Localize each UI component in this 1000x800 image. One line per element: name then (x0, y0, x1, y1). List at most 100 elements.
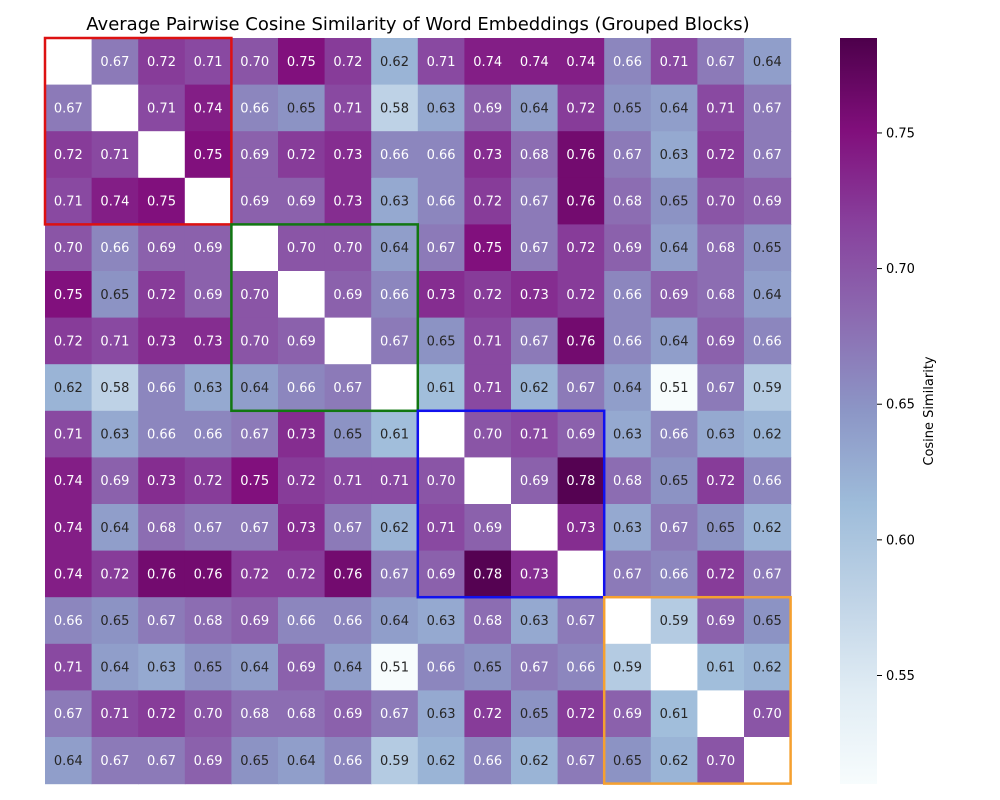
heatmap-cell (371, 271, 419, 319)
cell-value-label: 0.67 (333, 381, 362, 396)
heatmap-cell (511, 737, 559, 785)
cell-value-label: 0.72 (473, 195, 502, 210)
cell-value-label: 0.62 (520, 754, 549, 769)
heatmap-cell (91, 643, 139, 691)
heatmap-cell-empty (744, 737, 792, 785)
heatmap-cell (278, 737, 326, 785)
cell-value-label: 0.72 (194, 474, 223, 489)
cell-value-label: 0.58 (100, 381, 129, 396)
block-outline (43, 36, 233, 226)
heatmap-cell (511, 364, 559, 412)
heatmap-cell (744, 690, 792, 738)
heatmap-cell (511, 317, 559, 365)
heatmap-cell (138, 737, 186, 785)
cell-value-label: 0.62 (54, 381, 83, 396)
heatmap-cell (697, 224, 745, 272)
cell-value-label: 0.69 (520, 474, 549, 489)
colorbar-tick-label: 0.55 (886, 669, 915, 684)
heatmap-cell (278, 177, 326, 225)
heatmap-cell (417, 224, 465, 272)
cell-value-label: 0.64 (660, 101, 689, 116)
cell-value-label: 0.65 (520, 707, 549, 722)
cell-value-label: 0.64 (54, 754, 83, 769)
cell-value-label: 0.72 (147, 288, 176, 303)
cell-value-label: 0.72 (54, 334, 83, 349)
cell-value-label: 0.71 (473, 334, 502, 349)
cell-value-label: 0.75 (194, 148, 223, 163)
cell-value-label: 0.66 (100, 241, 129, 256)
heatmap-cell (278, 550, 326, 598)
heatmap-cell (45, 177, 93, 225)
heatmap-cell (324, 177, 372, 225)
heatmap-cell-empty (604, 597, 652, 645)
heatmap-cell (138, 317, 186, 365)
cell-value-label: 0.76 (333, 567, 362, 582)
cell-value-label: 0.76 (147, 567, 176, 582)
heatmap-cell (371, 597, 419, 645)
cell-value-label: 0.67 (520, 195, 549, 210)
heatmap-cell (604, 177, 652, 225)
cell-value-label: 0.72 (287, 567, 316, 582)
heatmap-cell (45, 504, 93, 552)
cell-value-label: 0.71 (54, 661, 83, 676)
cell-value-label: 0.73 (427, 288, 456, 303)
cell-value-label: 0.61 (380, 428, 409, 443)
cell-value-label: 0.66 (613, 288, 642, 303)
heatmap-cell (417, 271, 465, 319)
cell-value-label: 0.69 (333, 707, 362, 722)
cell-value-label: 0.62 (427, 754, 456, 769)
cell-value-label: 0.64 (100, 661, 129, 676)
cell-value-label: 0.64 (660, 334, 689, 349)
cell-value-label: 0.64 (380, 614, 409, 629)
cell-value-label: 0.76 (194, 567, 223, 582)
cell-value-label: 0.71 (427, 55, 456, 70)
cell-value-label: 0.72 (473, 707, 502, 722)
block-outline (602, 595, 792, 785)
heatmap-cell-empty (464, 457, 512, 505)
cell-value-label: 0.70 (240, 55, 269, 70)
cell-value-label: 0.72 (706, 474, 735, 489)
cell-value-label: 0.70 (706, 754, 735, 769)
colorbar-tick-label: 0.65 (886, 398, 915, 413)
cell-value-label: 0.66 (333, 754, 362, 769)
heatmap-cell (464, 224, 512, 272)
cell-value-label: 0.63 (380, 195, 409, 210)
cell-value-label: 0.64 (753, 55, 782, 70)
cell-value-label: 0.69 (566, 428, 595, 443)
cell-value-label: 0.62 (520, 381, 549, 396)
cell-value-label: 0.70 (240, 334, 269, 349)
heatmap-cell (184, 504, 232, 552)
cell-value-label: 0.71 (100, 148, 129, 163)
cell-value-label: 0.78 (566, 474, 595, 489)
cell-value-label: 0.66 (753, 474, 782, 489)
heatmap-cell (464, 737, 512, 785)
cell-value-label: 0.69 (194, 754, 223, 769)
colorbar-tick-label: 0.70 (886, 262, 915, 277)
cell-value-label: 0.64 (240, 381, 269, 396)
cell-value-label: 0.69 (147, 241, 176, 256)
heatmap-cell (45, 131, 93, 179)
block-outline (230, 223, 420, 413)
heatmap-cell (184, 690, 232, 738)
cell-value-label: 0.71 (100, 707, 129, 722)
cell-value-label: 0.74 (54, 521, 83, 536)
heatmap-cell (45, 737, 93, 785)
heatmap-cell (511, 84, 559, 132)
heatmap-cell (91, 737, 139, 785)
cell-value-label: 0.66 (660, 567, 689, 582)
cell-value-label: 0.67 (240, 521, 269, 536)
heatmap-cell (464, 597, 512, 645)
heatmap-cell (278, 410, 326, 458)
heatmap-cell (511, 550, 559, 598)
heatmap-cell (604, 457, 652, 505)
cell-value-label: 0.66 (147, 381, 176, 396)
cell-value-label: 0.65 (333, 428, 362, 443)
cell-value-label: 0.66 (380, 148, 409, 163)
cell-value-label: 0.59 (613, 661, 642, 676)
heatmap-cell (604, 504, 652, 552)
cell-value-label: 0.66 (613, 334, 642, 349)
cell-value-label: 0.72 (147, 707, 176, 722)
cell-value-label: 0.51 (380, 661, 409, 676)
heatmap-cell (278, 690, 326, 738)
heatmap-cell (184, 271, 232, 319)
